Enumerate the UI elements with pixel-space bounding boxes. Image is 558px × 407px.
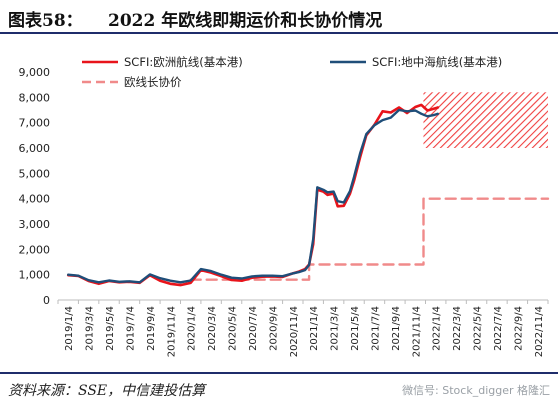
legend: SCFI:欧洲航线(基本港) SCFI:地中海航线(基本港) 欧线长协价: [82, 55, 502, 89]
x-tick-label: 2022/7/4: [493, 306, 504, 351]
x-tick-label: 2020/3/4: [207, 306, 218, 351]
line-chart: 0 1,000 2,000 3,000 4,000 5,000 6,000 7,000 8,00…: [19, 55, 550, 357]
x-tick-label: 2019/11/4: [166, 306, 177, 357]
source-note: 资料来源：SSE，中信建投估算: [8, 383, 206, 399]
x-axis: 2019/1/4 2019/3/4 2019/5/4 2019/7/4 2019/9/4…: [57, 299, 549, 357]
y-tick-label: 2,000: [19, 243, 51, 256]
figure-footer: 资料来源：SSE，中信建投估算 微信号: Stock_digger 格隆汇: [0, 372, 558, 407]
x-tick-label: 2019/3/4: [85, 306, 96, 351]
legend-label: SCFI:欧洲航线(基本港): [124, 55, 243, 69]
x-tick-label: 2021/5/4: [350, 306, 361, 351]
contract-range-band: [423, 92, 548, 148]
y-tick-label: 3,000: [19, 218, 51, 231]
x-tick-label: 2020/9/4: [268, 306, 279, 351]
x-tick-label: 2020/1/4: [187, 306, 198, 351]
figure-label: 图表58：: [8, 11, 83, 31]
x-tick-label: 2020/7/4: [248, 306, 259, 351]
x-tick-label: 2021/7/4: [370, 306, 381, 351]
watermark: 微信号: Stock_digger 格隆汇: [402, 384, 550, 397]
x-tick-label: 2022/9/4: [513, 306, 524, 351]
x-tick-label: 2021/3/4: [330, 306, 341, 351]
legend-label: SCFI:地中海航线(基本港): [372, 55, 502, 69]
y-tick-label: 8,000: [19, 91, 51, 104]
figure-header: 图表58： 2022 年欧线即期运价和长协价情况: [0, 0, 558, 34]
series-line-2: [189, 197, 550, 281]
y-tick-label: 5,000: [19, 167, 51, 180]
x-tick-label: 2020/11/4: [289, 306, 300, 357]
x-tick-label: 2019/9/4: [146, 306, 157, 351]
x-tick-label: 2021/9/4: [391, 306, 402, 351]
x-tick-label: 2022/3/4: [452, 306, 463, 351]
x-tick-label: 2019/1/4: [64, 306, 75, 351]
legend-label: 欧线长协价: [124, 75, 182, 89]
y-tick-label: 9,000: [19, 66, 51, 79]
x-tick-label: 2022/5/4: [473, 306, 484, 351]
chart-title: 2022 年欧线即期运价和长协价情况: [108, 11, 383, 31]
y-tick-label: 1,000: [19, 269, 51, 282]
y-tick-label: 6,000: [19, 142, 51, 155]
x-tick-label: 2020/5/4: [228, 306, 239, 351]
y-axis: 0 1,000 2,000 3,000 4,000 5,000 6,000 7,000 8,00…: [19, 66, 51, 307]
series-lines: [66, 103, 550, 287]
hatched-range: [423, 92, 548, 148]
y-tick-label: 7,000: [19, 117, 51, 130]
series-line-0: [66, 103, 440, 287]
y-tick-label: 4,000: [19, 193, 51, 206]
x-tick-label: 2019/5/4: [105, 306, 116, 351]
x-tick-label: 2019/7/4: [125, 306, 136, 351]
x-tick-label: 2022/11/4: [534, 306, 545, 357]
y-tick-label: 0: [43, 294, 50, 307]
x-tick-label: 2022/1/4: [432, 306, 443, 351]
x-tick-label: 2021/11/4: [411, 306, 422, 357]
series-line-1: [66, 108, 439, 284]
x-tick-label: 2021/1/4: [309, 306, 320, 351]
